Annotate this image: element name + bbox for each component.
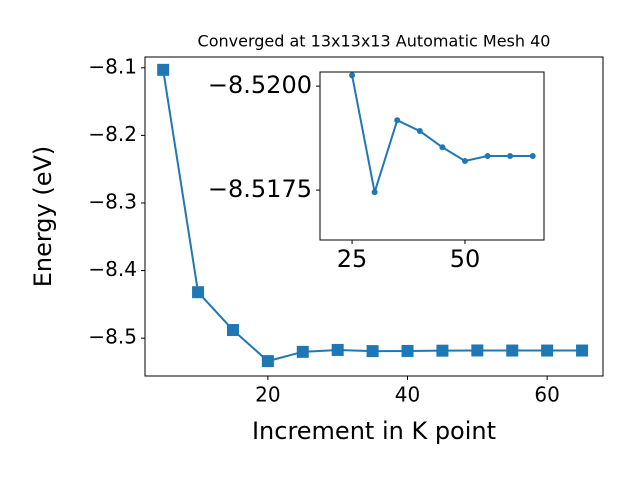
x-tick-label: 40 <box>395 383 420 407</box>
marker <box>366 345 379 358</box>
y-tick-label: −8.2 <box>88 122 137 146</box>
marker <box>529 153 536 159</box>
marker <box>331 343 344 356</box>
marker <box>394 117 401 124</box>
y-tick-label: −8.3 <box>88 189 137 213</box>
marker <box>416 128 423 135</box>
marker <box>349 72 356 79</box>
x-tick-label: 50 <box>450 245 481 273</box>
chart-title: Converged at 13x13x13 Automatic Mesh 40 <box>198 32 551 51</box>
x-tick-label: 20 <box>255 383 280 407</box>
marker <box>484 153 491 159</box>
marker <box>157 63 170 76</box>
marker <box>296 345 309 358</box>
marker <box>507 153 514 159</box>
marker <box>576 344 589 357</box>
marker <box>192 286 205 299</box>
y-tick-label: −8.5 <box>88 325 137 349</box>
marker <box>541 344 554 357</box>
y-tick-label: −8.1 <box>88 54 137 78</box>
x-axis-label: Increment in K point <box>252 417 496 445</box>
x-tick-label: 60 <box>534 383 559 407</box>
marker <box>439 144 446 151</box>
marker <box>371 189 378 196</box>
marker <box>401 344 414 357</box>
marker <box>436 344 449 357</box>
y-tick-label: −8.5200 <box>208 71 312 99</box>
marker <box>471 344 484 357</box>
y-axis-label: Energy (eV) <box>29 146 57 288</box>
marker <box>261 355 274 368</box>
marker <box>226 324 239 337</box>
marker <box>461 157 468 164</box>
x-tick-label: 25 <box>337 245 368 273</box>
y-tick-label: −8.4 <box>88 257 137 281</box>
y-tick-label: −8.5175 <box>208 175 312 203</box>
marker <box>506 344 519 357</box>
